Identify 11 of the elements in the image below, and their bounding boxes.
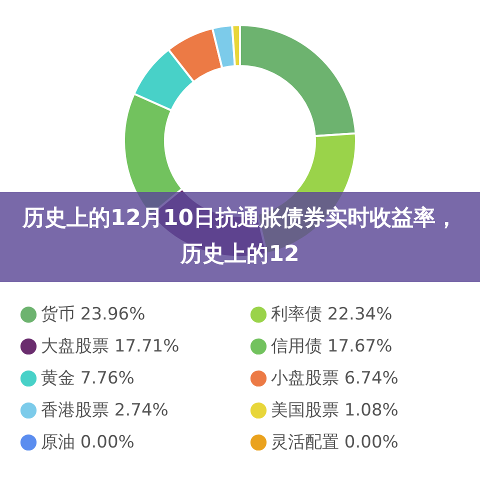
- legend-label: 利率债 22.34%: [271, 304, 392, 325]
- text: 历史上的12月10日抗通胀债券实时收益率，历史上的12: [0, 192, 480, 282]
- legend-label: 原油 0.00%: [41, 432, 134, 452]
- legend-label: 美国股票 1.08%: [271, 400, 398, 420]
- legend-label: 信用债 17.67%: [271, 336, 392, 356]
- legend-label: 大盘股票 17.71%: [41, 336, 180, 356]
- legend-label: 香港股票 2.74%: [41, 400, 168, 420]
- legend-label: 黄金 7.76%: [41, 368, 134, 388]
- legend-label: 货币 23.96%: [41, 304, 146, 325]
- legend-label: 小盘股票 6.74%: [271, 368, 398, 388]
- legend-label: 灵活配置 0.00%: [271, 432, 398, 452]
